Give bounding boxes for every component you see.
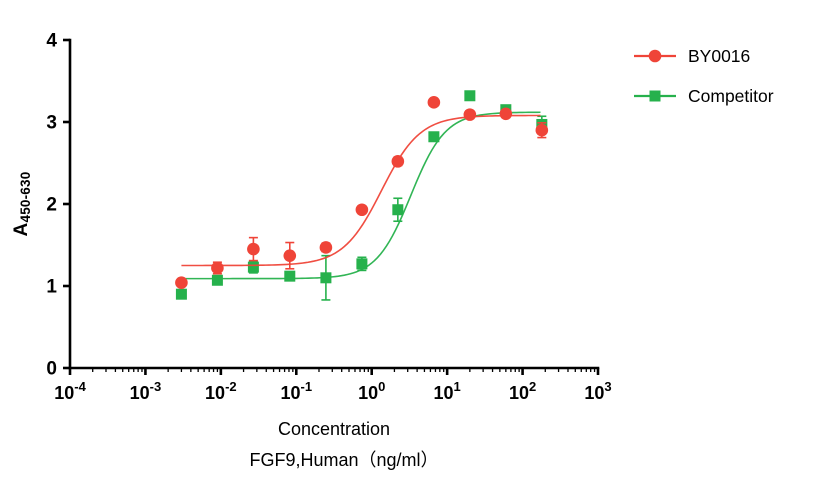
data-point — [499, 107, 513, 121]
square-marker-icon — [632, 86, 678, 106]
data-point — [464, 90, 476, 102]
legend-label: Competitor — [688, 86, 774, 106]
series-Competitor — [175, 90, 548, 301]
x-tick-label: 103 — [584, 379, 611, 403]
data-point — [211, 261, 224, 275]
x-tick-label: 101 — [434, 379, 461, 403]
data-point — [284, 270, 296, 282]
data-point — [535, 123, 549, 137]
fit-curve — [181, 114, 541, 267]
x-tick-label: 10-2 — [205, 379, 237, 403]
fit-curve — [181, 111, 541, 280]
x-tick-label: 10-4 — [54, 379, 86, 403]
data-point — [175, 276, 188, 290]
data-point — [175, 288, 187, 300]
data-point — [391, 155, 405, 168]
x-axis-ticks: 10-4 10-3 10-2 10-1 100 101 102 103 — [54, 368, 612, 403]
data-point — [392, 204, 404, 216]
data-point — [247, 242, 260, 256]
y-tick-label: 0 — [46, 359, 57, 380]
data-point — [427, 96, 441, 109]
x-tick-label: 10-1 — [280, 379, 312, 403]
series-BY0016 — [175, 96, 549, 290]
legend: BY0016 Competitor — [632, 45, 774, 107]
x-axis-sublabel: FGF9,Human（ng/ml） — [249, 450, 439, 470]
data-point — [247, 261, 259, 273]
legend-item-competitor: Competitor — [632, 85, 774, 107]
data-point — [428, 131, 440, 143]
data-point — [356, 258, 368, 270]
y-tick-label: 3 — [46, 113, 57, 134]
y-axis-label-subscript: 450-630 — [18, 171, 33, 223]
data-point — [211, 274, 223, 286]
data-point — [319, 241, 333, 254]
data-point — [355, 203, 369, 217]
y-tick-label: 1 — [46, 277, 57, 298]
axes — [68, 38, 600, 370]
legend-item-by0016: BY0016 — [632, 45, 774, 67]
circle-marker-icon — [632, 46, 678, 66]
x-tick-label: 100 — [358, 379, 385, 403]
x-axis-label: Concentration — [277, 419, 391, 439]
y-axis-label: A450-630 — [11, 172, 33, 237]
data-point — [320, 272, 332, 284]
x-tick-label: 10-3 — [130, 379, 162, 403]
y-tick-label: 2 — [46, 195, 57, 216]
y-tick-label: 4 — [46, 31, 57, 52]
y-axis-label-main: A — [11, 222, 32, 237]
data-point — [463, 108, 477, 121]
x-tick-label: 102 — [509, 379, 536, 403]
y-axis-ticks: 0 1 2 3 4 — [46, 31, 70, 380]
data-point — [283, 249, 297, 262]
legend-label: BY0016 — [688, 46, 751, 66]
